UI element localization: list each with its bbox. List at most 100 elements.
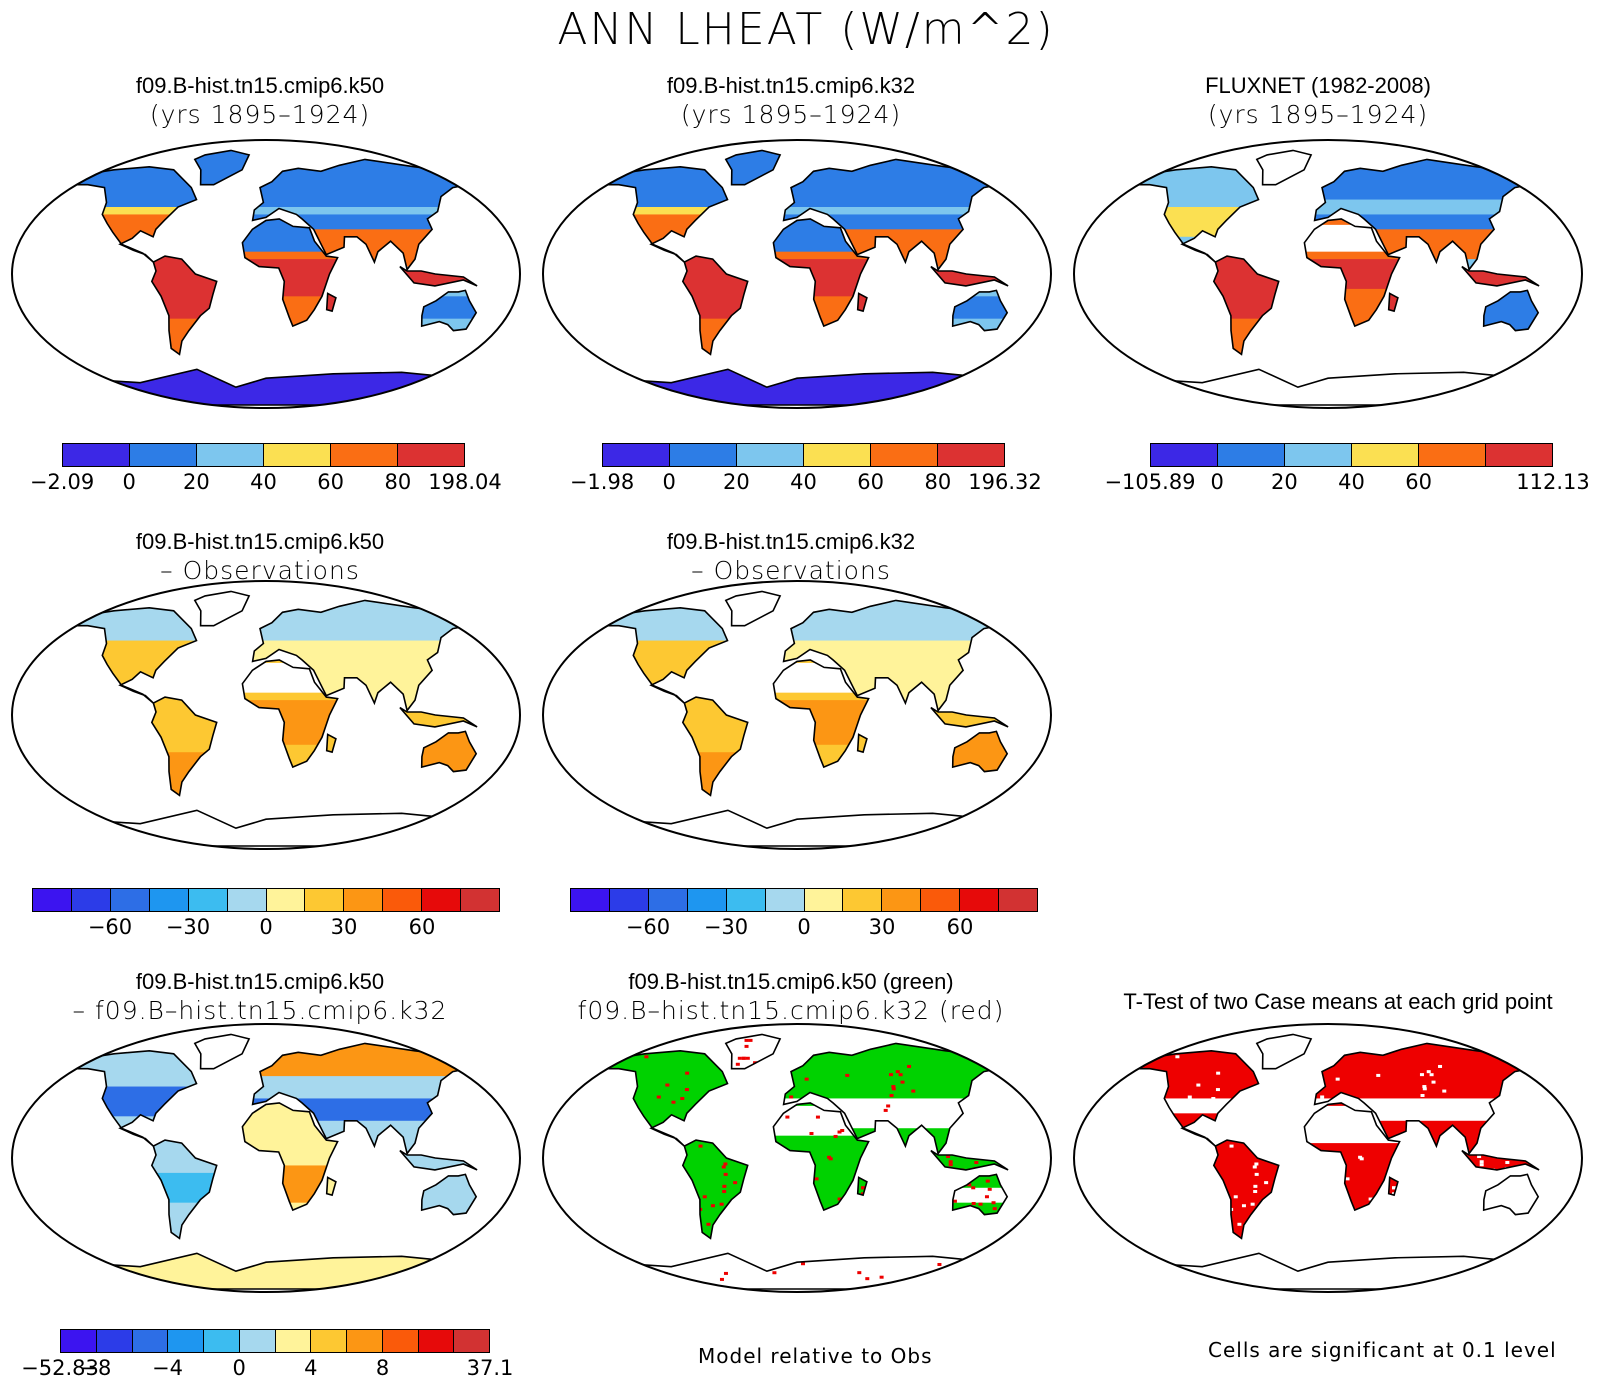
significance-speck — [952, 1199, 957, 1203]
significance-speck — [1254, 1162, 1259, 1166]
colorbar-swatch — [227, 889, 267, 911]
landmass-seasia — [399, 266, 478, 286]
shading-band — [252, 600, 468, 641]
significance-speck — [1299, 1265, 1304, 1269]
colorbar-bias-k32 — [570, 888, 1038, 912]
colorbar-tick-label: 37.1 — [466, 1356, 514, 1380]
coastline — [930, 265, 1009, 287]
significance-speck — [900, 1080, 905, 1084]
landmass-madagascar — [326, 293, 336, 312]
significance-speck — [984, 1195, 989, 1199]
significance-speck — [845, 1073, 850, 1077]
panel-title-p3: FLUXNET (1982-2008) (yrs 1895–1924) — [1068, 72, 1568, 130]
significance-speck — [1254, 1271, 1259, 1275]
colorbar-swatch — [687, 889, 727, 911]
coastline — [930, 1149, 1009, 1171]
significance-speck — [1320, 1095, 1325, 1099]
significance-speck — [702, 1099, 707, 1103]
significance-speck — [869, 1192, 873, 1195]
coastline — [399, 1149, 478, 1171]
significance-speck — [960, 1171, 964, 1174]
colorbar-tick-label: 60 — [317, 470, 345, 494]
significance-speck — [1288, 1067, 1293, 1069]
significance-speck — [1270, 1204, 1275, 1208]
coastline — [930, 706, 1009, 728]
shading-band — [252, 1043, 468, 1077]
landmass-seasia — [1461, 266, 1540, 286]
colorbar-tick-label: 0 — [259, 915, 273, 939]
significance-speck — [858, 1203, 862, 1206]
significance-speck — [992, 1207, 997, 1211]
landmass-madagascar — [857, 293, 867, 312]
map-border — [1073, 139, 1583, 409]
significance-speck — [1345, 1177, 1350, 1181]
significance-speck — [1358, 1155, 1363, 1159]
significance-speck — [1175, 1055, 1180, 1059]
significance-speck — [1237, 1222, 1242, 1226]
significance-speck — [1518, 1187, 1523, 1191]
significance-speck — [1392, 1186, 1397, 1190]
significance-speck — [1393, 1203, 1397, 1206]
significance-speck — [1422, 1085, 1427, 1089]
significance-speck — [1275, 1038, 1280, 1042]
landmass-madagascar — [326, 734, 336, 753]
significance-speck — [987, 1187, 992, 1191]
colorbar-tick-label: 20 — [182, 470, 210, 494]
coastline — [1255, 149, 1313, 186]
significance-speck — [1339, 1164, 1344, 1168]
significance-speck — [1438, 1064, 1443, 1068]
significance-speck — [1368, 1197, 1373, 1201]
coastline — [241, 218, 339, 328]
panel-title-line1: T-Test of two Case means at each grid po… — [1123, 989, 1553, 1014]
significance-speck — [1279, 1038, 1284, 1042]
significance-speck — [684, 1088, 689, 1092]
coastline — [70, 1252, 462, 1290]
significance-speck — [644, 1055, 649, 1059]
colorbar-tick-label: −2.09 — [29, 470, 95, 494]
significance-speck — [869, 1186, 873, 1189]
colorbar-swatch — [1151, 444, 1218, 466]
colorbar-k50 — [62, 443, 465, 467]
shading-band — [773, 662, 869, 693]
significance-speck — [741, 1056, 746, 1060]
coastline — [772, 659, 870, 769]
colorbar-swatch — [804, 444, 871, 466]
landmass-samerica — [1213, 1140, 1279, 1239]
landmass-antarctica — [601, 1253, 993, 1289]
map-border — [11, 139, 521, 409]
shading-band — [1314, 159, 1530, 200]
colorbar-swatch — [347, 1330, 383, 1352]
colorbar-swatch — [110, 889, 150, 911]
shading-band — [242, 662, 338, 693]
significance-speck — [788, 1048, 792, 1051]
significance-speck — [1417, 1104, 1422, 1108]
significance-speck — [1346, 1115, 1351, 1119]
landmass-australia — [421, 1174, 477, 1215]
significance-speck — [948, 1160, 953, 1164]
colorbar-tick-label: 40 — [1338, 470, 1365, 494]
colorbar-swatch — [737, 444, 804, 466]
coastline — [782, 158, 1000, 272]
significance-speck — [722, 1190, 727, 1194]
colorbar-swatch — [648, 889, 688, 911]
colorbar-tick-label: −60 — [625, 915, 671, 939]
colorbar-swatch — [239, 1330, 276, 1352]
coastline — [193, 590, 251, 627]
significance-speck — [1254, 1172, 1259, 1176]
panel-title-p7: f09.B-hist.tn15.cmip6.k50 (green) f09.B–… — [541, 968, 1041, 1026]
significance-speck — [723, 1271, 728, 1275]
colorbar-swatch — [670, 444, 737, 466]
significance-speck — [757, 1067, 762, 1069]
map-border — [11, 1023, 521, 1293]
significance-speck — [895, 1070, 900, 1074]
significance-speck — [1292, 1061, 1297, 1065]
colorbar-swatch — [1218, 444, 1285, 466]
coastline — [150, 255, 218, 356]
significance-speck — [671, 1100, 676, 1104]
colorbar-swatch — [188, 889, 228, 911]
coastline — [1132, 368, 1524, 406]
significance-speck — [1376, 1073, 1381, 1077]
coastline — [681, 255, 749, 356]
significance-speck — [785, 1115, 790, 1119]
coastline — [251, 599, 469, 713]
